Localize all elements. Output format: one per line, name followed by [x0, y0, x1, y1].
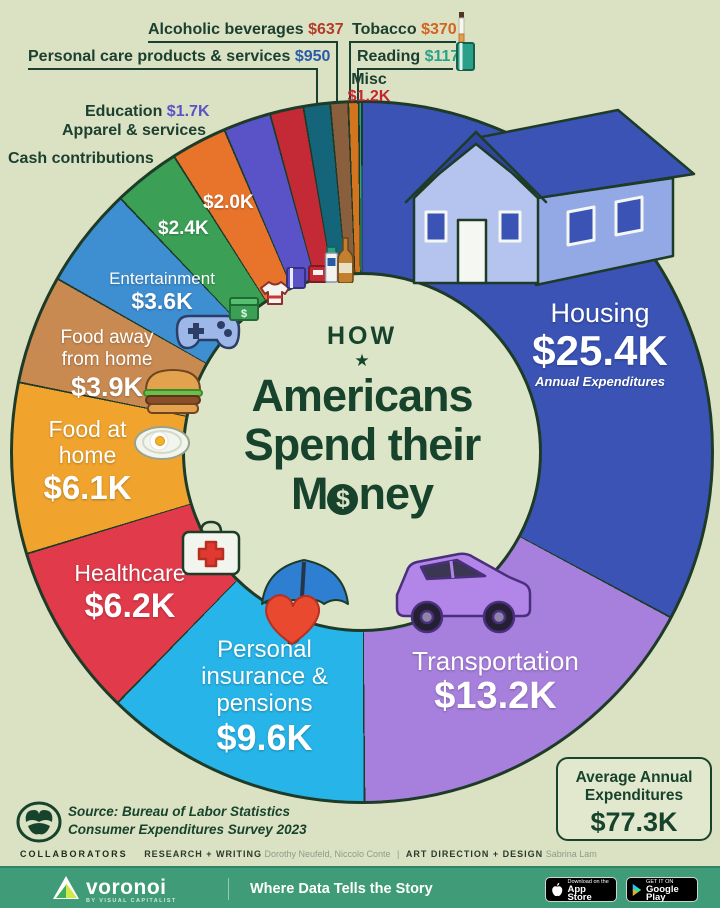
leader-line-personalcare-drop: [316, 68, 318, 105]
summary-box: Average Annual Expenditures $77.3K: [556, 757, 712, 841]
cigarette-icon: [458, 12, 465, 43]
voronoi-brand: voronoi: [52, 875, 167, 901]
cash-box-icon: $: [229, 297, 259, 321]
label-alcoholic-beverages: Alcoholic beverages $637: [148, 21, 344, 38]
slice-value-cash: $2.4K: [158, 218, 209, 239]
label-misc: Misc $1.2K: [347, 71, 391, 105]
svg-text:$: $: [241, 308, 247, 320]
leader-line-alcohol: [148, 41, 338, 43]
footer-divider: [228, 878, 229, 900]
voronoi-leaf-icon: [53, 876, 79, 899]
misc-box-icon: [308, 265, 328, 283]
label-cash-contributions: Cash contributions: [8, 150, 154, 167]
reading-book-icon: [456, 42, 475, 71]
umbrella-heart-icon: [261, 559, 349, 645]
beer-bottle-icon: [337, 237, 354, 283]
education-book-icon: [286, 267, 306, 289]
food-plate-icon: [134, 426, 190, 460]
star-icon: ★: [354, 351, 370, 370]
leader-line-tobacco-drop: [349, 41, 351, 103]
summary-line1: Average Annual: [575, 769, 693, 786]
leader-line-reading: [357, 68, 453, 70]
label-reading: Reading $117: [357, 48, 460, 65]
label-personal-care: Personal care products & services $950: [28, 48, 331, 65]
brand-subtitle: BY VISUAL CAPITALIST: [86, 898, 177, 904]
google-play-badge[interactable]: GET IT ON Google Play: [626, 877, 698, 902]
play-icon: [632, 883, 642, 896]
summary-line2: Expenditures: [584, 787, 684, 804]
house-icon: [404, 108, 696, 287]
slice-label-housing: Housing $25.4K Annual Expenditures: [532, 298, 668, 389]
collaborators-line: COLLABORATORS RESEARCH + WRITING Dorothy…: [20, 849, 597, 859]
label-education: Education $1.7K: [85, 103, 210, 120]
voronoi-wordmark: voronoi: [86, 876, 167, 899]
leader-line-reading-drop: [357, 68, 359, 104]
slice-label-transportation: Transportation $13.2K: [412, 646, 579, 717]
visual-capitalist-logo-icon: [16, 801, 62, 843]
app-store-badge[interactable]: Download on the App Store: [545, 877, 617, 902]
car-icon: [395, 552, 532, 634]
slice-label-entertainment: Entertainment $3.6K: [109, 269, 215, 314]
leader-line-alcohol-drop: [336, 41, 338, 103]
leader-line-tobacco: [349, 41, 456, 43]
game-controller-icon: [175, 314, 241, 350]
title-line2: Spend their: [243, 419, 482, 470]
dollar-circle-icon: $: [327, 484, 359, 515]
title-kicker: HOW: [326, 322, 398, 350]
leader-line-personalcare: [28, 68, 318, 70]
title-line3: M $ ney: [290, 468, 434, 519]
label-tobacco: Tobacco $370: [352, 21, 457, 38]
title-line1: Americans: [251, 370, 473, 421]
burger-icon: [143, 369, 203, 414]
first-aid-kit-icon: [181, 520, 241, 576]
page-title: HOW ★ Americans Spend their M $ ney: [192, 322, 532, 518]
slice-label-personal-insurance: Personal insurance & pensions $9.6K: [201, 636, 328, 758]
summary-value: $77.3K: [590, 807, 678, 837]
slice-value-apparel: $2.0K: [203, 192, 254, 213]
footer-bar: voronoi BY VISUAL CAPITALIST Where Data …: [0, 866, 720, 908]
slice-label-food-away: Food away from home $3.9K: [60, 327, 154, 402]
footer-tagline: Where Data Tells the Story: [250, 881, 433, 897]
slice-label-healthcare: Healthcare $6.2K: [74, 560, 186, 625]
shirt-icon: [260, 281, 290, 305]
source-note: Source: Bureau of Labor Statistics Consu…: [68, 804, 307, 837]
apple-icon: [552, 882, 563, 897]
slice-label-food-at-home: Food at home $6.1K: [43, 416, 132, 506]
label-apparel: Apparel & services: [62, 122, 207, 139]
